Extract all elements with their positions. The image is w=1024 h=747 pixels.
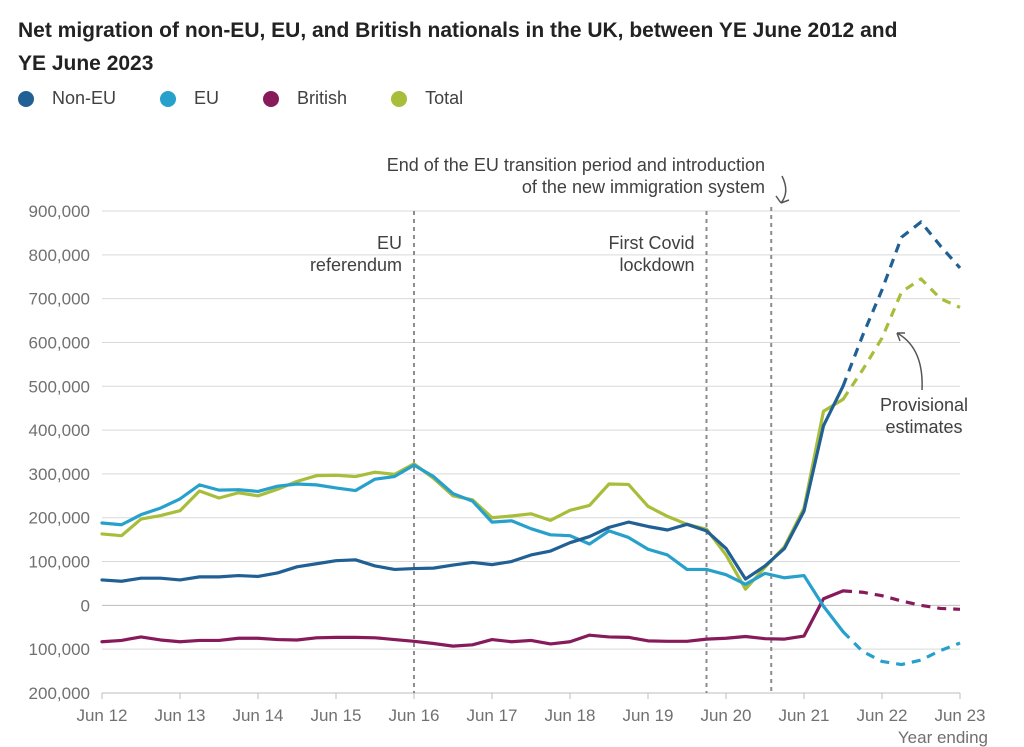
legend-label: Non-EU [52,88,117,108]
y-tick-label: 900,000 [29,202,90,221]
legend-swatch [160,90,177,107]
x-axis-title: Year ending [898,728,988,747]
chart-title: Net migration of non-EU, EU, and British… [18,19,898,75]
y-tick-label: 700,000 [29,290,90,309]
legend-item-total: Total [391,88,463,109]
series-eu [100,463,961,667]
legend-swatch [263,90,280,107]
y-tick-label: 100,000 [29,553,90,572]
x-tick-label: Jun 16 [388,706,439,725]
legend-item-non-eu: Non-EU [18,88,116,109]
annotation-label: End of the EU transition period and intr… [387,155,765,175]
series-line-provisional [842,589,961,611]
x-tick-label: Jun 20 [700,706,751,725]
y-tick-label: 200,000 [29,684,90,703]
legend: Non-EU EU British Total [18,88,507,109]
y-tick-label: 100,000 [29,640,90,659]
x-tick-label: Jun 22 [856,706,907,725]
x-tick-label: Jun 14 [232,706,283,725]
x-tick-label: Jun 15 [310,706,361,725]
legend-label: British [297,88,348,108]
x-tick-label: Jun 21 [778,706,829,725]
annotation-label: EU [377,233,402,253]
y-tick-label: 500,000 [29,377,90,396]
annotation-label: lockdown [619,255,694,275]
y-tick-label: 600,000 [29,333,90,352]
annotation-label: First Covid [608,233,694,253]
x-tick-label: Jun 17 [466,706,517,725]
y-gridlines [102,210,960,694]
series-line-provisional [841,220,962,387]
x-axis: Jun 12 Jun 13 Jun 14 Jun 15 Jun 16 Jun 17 Jun … [76,692,988,747]
y-tick-label: 300,000 [29,465,90,484]
series-british [100,589,961,648]
x-tick-label: Jun 18 [544,706,595,725]
legend-swatch [391,90,408,107]
annotation-label: Provisional [880,395,968,415]
x-tick-label: Jun 19 [622,706,673,725]
y-tick-label: 0 [81,596,90,615]
series-line-provisional [841,277,961,401]
annotation-label: referendum [310,255,402,275]
series-line [100,589,845,648]
annotation-label: estimates [885,417,962,437]
y-tick-label: 200,000 [29,509,90,528]
annotation-label: of the new immigration system [522,177,765,197]
y-tick-label: 800,000 [29,246,90,265]
series-line [100,397,845,591]
series-line-provisional [841,630,961,667]
legend-swatch [18,90,34,107]
y-tick-label: 400,000 [29,421,90,440]
annotation-arrow [896,332,923,391]
series-line [100,463,845,634]
annotation-arrow [775,175,790,204]
y-axis: 900,000 800,000 700,000 600,000 500,000 400,0… [29,202,90,703]
legend-item-eu: EU [160,88,219,109]
series-total [100,277,961,591]
legend-label: EU [194,88,220,108]
legend-label: Total [425,88,464,108]
x-tick-label: Jun 23 [934,706,985,725]
legend-item-british: British [263,88,347,109]
x-tick-label: Jun 13 [154,706,205,725]
x-tick-label: Jun 12 [76,706,127,725]
series-non-eu [100,220,962,583]
series-line [100,384,845,583]
